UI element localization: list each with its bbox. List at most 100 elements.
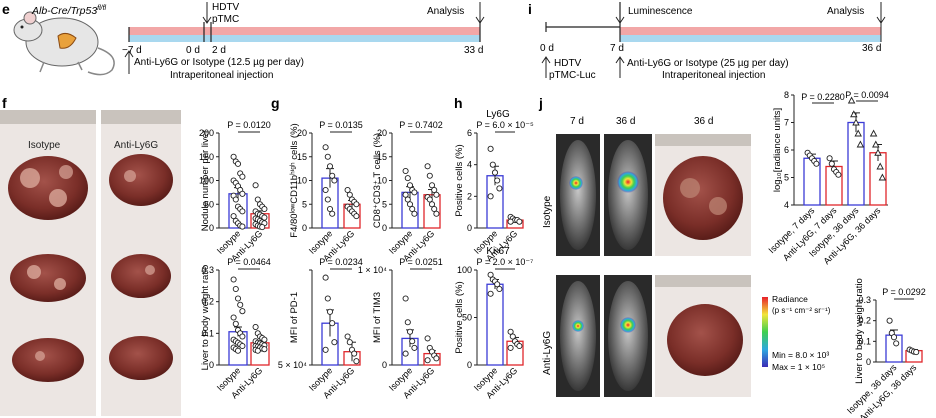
radiance-colorbar (762, 297, 768, 367)
y-tick-label: 5 × 10⁴ (278, 360, 307, 370)
data-point (261, 346, 268, 353)
y-tick-label: 6 (467, 128, 472, 138)
panel-label-f: f (2, 95, 7, 111)
y-tick-label: 0.3 (201, 265, 214, 275)
p-value: P = 0.7402 (399, 120, 443, 130)
data-point (237, 301, 244, 308)
data-point (893, 340, 900, 347)
data-point (487, 271, 494, 278)
data-point (411, 189, 418, 196)
data-point (426, 172, 433, 179)
y-axis-label: MFI of TIM3 (372, 292, 383, 343)
data-point (433, 355, 440, 362)
data-point (878, 173, 887, 181)
radiance-min: Min = 8.0 × 10³ (772, 350, 829, 360)
photo-j-row2: Anti-Ly6G (542, 331, 553, 375)
data-point (913, 349, 920, 356)
data-point (329, 320, 336, 327)
data-point (835, 171, 842, 178)
data-point (234, 347, 242, 354)
bli-photos (556, 134, 751, 397)
panel-label-i: i (528, 1, 532, 17)
y-tick-label: 150 (199, 152, 214, 162)
data-point (431, 186, 438, 194)
y-tick-label: 15 (297, 152, 307, 162)
data-point (353, 358, 360, 365)
analysis-label-e: Analysis (427, 6, 464, 17)
data-point (230, 153, 237, 160)
y-tick-label: 15 (377, 152, 387, 162)
data-point (344, 333, 351, 340)
y-tick-label: 100 (457, 265, 472, 275)
y-tick-label: 0 (209, 223, 214, 233)
panel-label-g: g (271, 95, 280, 111)
p-value: P = 0.0251 (399, 257, 443, 267)
data-point (232, 285, 239, 293)
radiance-unit: (p s⁻¹ cm⁻² sr⁻¹) (772, 306, 831, 315)
data-point (411, 344, 418, 351)
treatment-e: Anti-Ly6G or Isotype (12.5 µg per day) (134, 57, 304, 68)
data-point (428, 201, 436, 208)
data-point (404, 175, 411, 182)
y-tick-label: 0.1 (201, 328, 214, 338)
y-tick-label: 20 (377, 128, 387, 138)
data-point (856, 140, 865, 148)
y-axis-label: Liver to body weight ratio (854, 278, 865, 384)
treatment-i: Anti-Ly6G or Isotype (25 µg per day) (627, 58, 789, 69)
data-point (424, 335, 431, 342)
radiance-title: Radiance (772, 294, 808, 304)
data-point (254, 347, 261, 354)
route-e: Intraperitoneal injection (170, 70, 273, 81)
data-point (324, 153, 331, 160)
timeline-e (124, 2, 485, 74)
data-point (431, 205, 438, 213)
y-tick-label: 0.2 (858, 316, 871, 326)
data-point (409, 338, 416, 345)
data-point (433, 210, 440, 217)
chart-title: Ki-67 (486, 246, 510, 257)
data-point (426, 196, 433, 203)
data-point (234, 160, 242, 167)
photo-j-row1: Isotype (542, 195, 553, 228)
y-tick-label: 0 (866, 357, 871, 367)
data-point (344, 186, 351, 194)
p-value: P = 0.0094 (845, 90, 889, 100)
radiance-max: Max = 1 × 10⁵ (772, 362, 825, 372)
data-point (852, 118, 860, 126)
data-point (353, 201, 360, 208)
data-point (239, 333, 246, 340)
data-point (239, 190, 246, 197)
tick-e-1: 0 d (186, 45, 200, 56)
y-tick-label: 7 (784, 118, 789, 128)
y-axis-label: Nodule number per liver (200, 130, 211, 231)
photo-j-col2: 36 d (616, 116, 635, 127)
tick-e-3: 33 d (464, 45, 483, 56)
y-tick-label: 20 (297, 128, 307, 138)
data-point (322, 144, 329, 151)
data-point (261, 214, 268, 221)
chart-title: Ly6G (486, 109, 510, 120)
data-point (507, 218, 514, 225)
mouse-illustration (13, 11, 115, 76)
tick-i-0: 0 d (540, 43, 554, 54)
data-point (516, 342, 523, 350)
data-point (487, 290, 494, 297)
y-axis-label: Positive cells (%) (454, 144, 465, 216)
data-point (346, 339, 353, 346)
ptmc-label-e: pTMC (212, 14, 239, 25)
data-point (428, 182, 436, 189)
data-point (890, 334, 898, 341)
analysis-label-i: Analysis (827, 6, 864, 17)
p-value: P = 2.0 × 10⁻⁷ (477, 257, 534, 267)
data-point (491, 169, 499, 176)
y-axis-label: CD8⁺CD3⁺ T cells (%) (372, 133, 383, 228)
data-point (329, 172, 336, 179)
data-point (828, 160, 835, 167)
